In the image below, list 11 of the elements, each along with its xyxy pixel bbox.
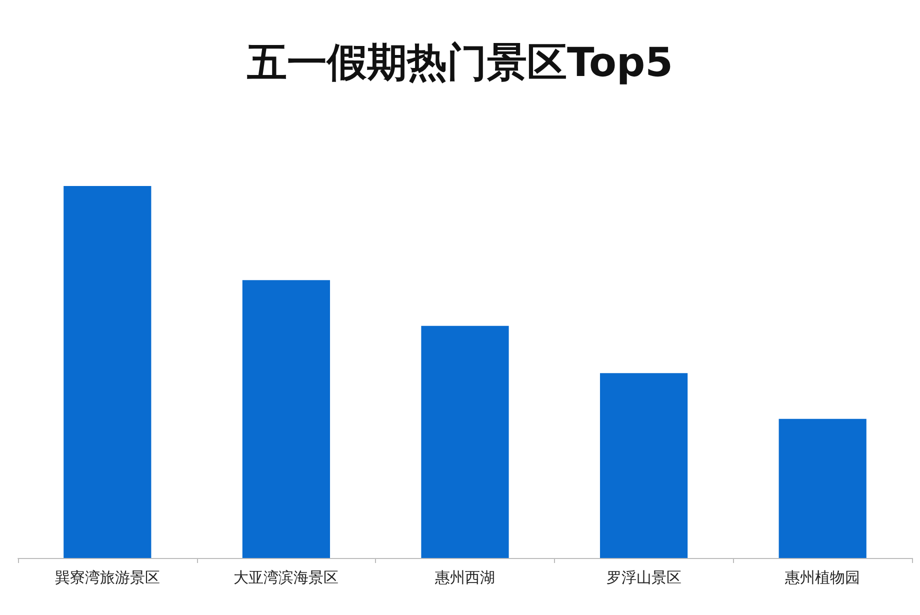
bar: [242, 280, 330, 558]
x-tick-label: 罗浮山景区: [606, 568, 682, 586]
bar: [778, 418, 866, 558]
x-tick-label: 巽寮湾旅游景区: [54, 568, 160, 586]
x-tick-label: 惠州西湖: [434, 568, 495, 586]
bar: [600, 373, 688, 558]
chart-title: 五一假期热门景区Top5: [246, 40, 673, 86]
bar: [421, 326, 509, 558]
x-tick-label: 大亚湾滨海景区: [234, 568, 339, 586]
bar: [64, 186, 152, 558]
x-tick-label: 惠州植物园: [784, 568, 860, 586]
